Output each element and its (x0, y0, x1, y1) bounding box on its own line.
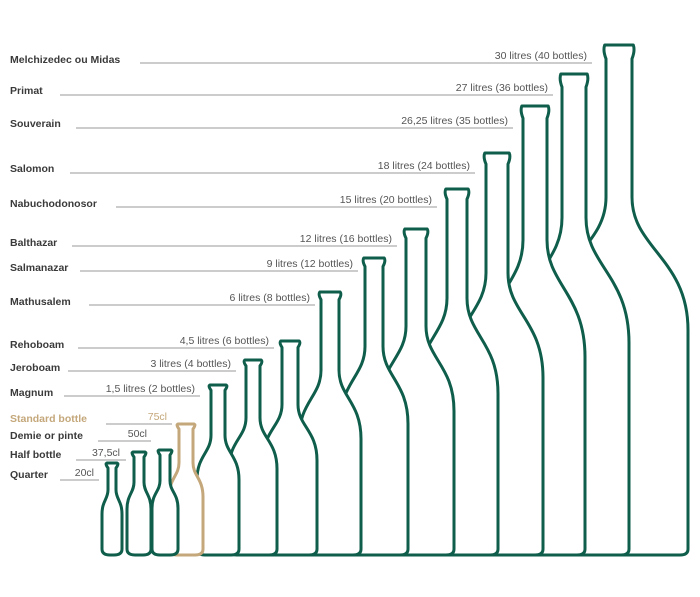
bottle-volume-souverain: 26,25 litres (35 bottles) (401, 115, 508, 127)
bottle-name-rehoboam: Rehoboam (10, 339, 64, 351)
bottle-volume-salomon: 18 litres (24 bottles) (378, 160, 470, 172)
bottle-volume-jeroboam: 3 litres (4 bottles) (150, 358, 231, 370)
bottle-volume-melchizedec-ou-midas: 30 litres (40 bottles) (495, 50, 587, 62)
bottle-name-standard-bottle: Standard bottle (10, 413, 87, 425)
bottle-name-half-bottle: Half bottle (10, 449, 61, 461)
bottle-name-salmanazar: Salmanazar (10, 262, 68, 274)
bottle-quarter (100, 461, 124, 557)
bottle-half-bottle (125, 450, 153, 557)
bottle-name-balthazar: Balthazar (10, 237, 57, 249)
bottle-name-mathusalem: Mathusalem (10, 296, 71, 308)
bottle-name-nabuchodonosor: Nabuchodonosor (10, 198, 97, 210)
bottle-volume-standard-bottle: 75cl (148, 411, 167, 423)
bottle-volume-primat: 27 litres (36 bottles) (456, 82, 548, 94)
bottle-volume-demie-or-pinte: 50cl (128, 428, 147, 440)
bottle-name-salomon: Salomon (10, 163, 54, 175)
bottle-volume-nabuchodonosor: 15 litres (20 bottles) (340, 194, 432, 206)
bottle-volume-quarter: 20cl (75, 467, 94, 479)
bottle-name-souverain: Souverain (10, 118, 61, 130)
bottle-name-magnum: Magnum (10, 387, 53, 399)
bottle-name-quarter: Quarter (10, 469, 48, 481)
bottle-name-primat: Primat (10, 85, 43, 97)
bottle-name-melchizedec-ou-midas: Melchizedec ou Midas (10, 54, 120, 66)
bottle-volume-salmanazar: 9 litres (12 bottles) (267, 258, 353, 270)
bottle-volume-magnum: 1,5 litres (2 bottles) (106, 383, 195, 395)
bottle-name-demie-or-pinte: Demie or pinte (10, 430, 83, 442)
bottle-volume-half-bottle: 37,5cl (92, 447, 120, 459)
bottle-demie-or-pinte (150, 448, 180, 557)
bottle-volume-mathusalem: 6 litres (8 bottles) (229, 292, 310, 304)
bottle-volume-rehoboam: 4,5 litres (6 bottles) (180, 335, 269, 347)
bottle-name-jeroboam: Jeroboam (10, 362, 60, 374)
bottle-volume-balthazar: 12 litres (16 bottles) (300, 233, 392, 245)
